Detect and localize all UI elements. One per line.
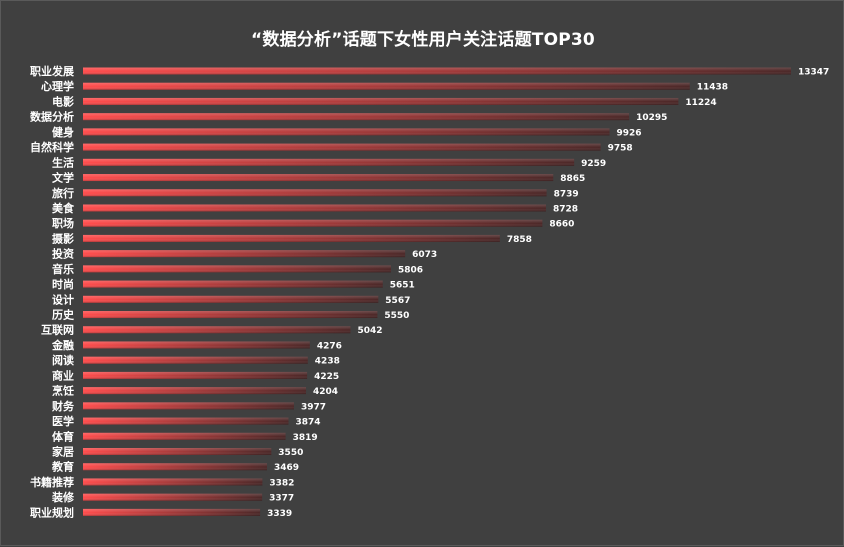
value-label: 4204 bbox=[313, 387, 338, 397]
category-label: 数据分析 bbox=[30, 110, 74, 124]
value-label: 9259 bbox=[581, 159, 606, 169]
value-label: 6073 bbox=[412, 250, 437, 260]
value-label: 5806 bbox=[398, 265, 423, 275]
value-label: 8865 bbox=[560, 174, 585, 184]
bar-shade bbox=[83, 158, 575, 166]
value-label: 3874 bbox=[296, 418, 321, 428]
value-label: 13347 bbox=[798, 68, 829, 78]
category-label: 职业发展 bbox=[30, 64, 75, 78]
bar-shade bbox=[83, 493, 263, 501]
value-label: 5567 bbox=[385, 296, 410, 306]
value-label: 5651 bbox=[390, 281, 415, 291]
value-label: 3819 bbox=[293, 433, 318, 443]
bar-shade bbox=[83, 295, 379, 303]
category-label: 书籍推荐 bbox=[30, 475, 74, 489]
value-label: 3550 bbox=[278, 448, 303, 458]
value-label: 5550 bbox=[384, 311, 409, 321]
bar-shade bbox=[83, 371, 308, 379]
bar-shade bbox=[83, 280, 383, 288]
category-label: 体育 bbox=[52, 429, 74, 443]
category-label: 装修 bbox=[51, 490, 75, 504]
bar-shade bbox=[83, 448, 272, 455]
category-label: 健身 bbox=[52, 125, 74, 139]
bar-shade bbox=[83, 432, 286, 440]
bar-shade bbox=[83, 508, 261, 516]
bar-shade bbox=[83, 82, 690, 90]
value-label: 4276 bbox=[317, 341, 342, 351]
category-label: 心理学 bbox=[41, 79, 74, 93]
bar-shade bbox=[83, 128, 610, 136]
value-label: 3339 bbox=[267, 509, 292, 519]
value-label: 3469 bbox=[274, 463, 299, 473]
value-label: 4238 bbox=[315, 357, 340, 367]
value-label: 4225 bbox=[314, 372, 339, 382]
value-label: 5042 bbox=[357, 326, 382, 336]
category-label: 商业 bbox=[52, 368, 74, 382]
category-label: 阅读 bbox=[52, 353, 74, 367]
category-label: 音乐 bbox=[52, 262, 74, 276]
category-label: 家居 bbox=[52, 445, 74, 459]
bar-shade bbox=[83, 311, 378, 319]
bar-shade bbox=[83, 463, 268, 471]
bar-shade bbox=[83, 387, 306, 395]
category-label: 金融 bbox=[51, 338, 74, 352]
value-label: 8739 bbox=[554, 189, 579, 199]
value-label: 11438 bbox=[697, 83, 728, 93]
value-label: 9758 bbox=[608, 144, 633, 154]
category-label: 自然科学 bbox=[30, 140, 74, 154]
category-label: 烹饪 bbox=[52, 384, 74, 398]
category-label: 教育 bbox=[51, 460, 74, 474]
category-label: 医学 bbox=[52, 414, 74, 428]
bar-shade bbox=[83, 219, 543, 227]
bar-shade bbox=[83, 97, 679, 105]
bar-shade bbox=[83, 113, 630, 121]
value-label: 3377 bbox=[269, 494, 294, 504]
category-label: 摄影 bbox=[52, 231, 74, 245]
category-label: 职业规划 bbox=[30, 505, 74, 519]
bar-shade bbox=[83, 402, 294, 410]
bar-shade bbox=[83, 478, 263, 486]
category-label: 投资 bbox=[52, 247, 74, 261]
value-label: 8660 bbox=[549, 220, 574, 230]
bar-shade bbox=[83, 67, 791, 75]
category-label: 生活 bbox=[52, 155, 74, 169]
value-label: 11224 bbox=[685, 98, 716, 108]
value-label: 7858 bbox=[507, 235, 532, 245]
bar-shade bbox=[83, 265, 391, 273]
category-label: 旅行 bbox=[52, 186, 74, 200]
category-label: 时尚 bbox=[52, 277, 74, 291]
bar-shade bbox=[83, 250, 406, 258]
bar-shade bbox=[83, 204, 546, 212]
bar-shade bbox=[83, 326, 351, 334]
category-label: 职场 bbox=[52, 216, 74, 230]
bar-shade bbox=[83, 234, 500, 242]
value-label: 10295 bbox=[636, 113, 667, 123]
category-label: 财务 bbox=[51, 399, 75, 413]
bar-shade bbox=[83, 417, 289, 425]
value-label: 8728 bbox=[553, 204, 578, 214]
category-label: 美食 bbox=[52, 201, 75, 215]
bar-shade bbox=[83, 356, 308, 364]
category-label: 文学 bbox=[52, 171, 74, 185]
category-label: 电影 bbox=[52, 94, 74, 108]
chart-title: “数据分析”话题下女性用户关注话题TOP30 bbox=[251, 30, 595, 50]
bar-shade bbox=[83, 143, 601, 151]
category-label: 历史 bbox=[52, 308, 75, 322]
category-label: 设计 bbox=[52, 292, 74, 306]
bar-shade bbox=[83, 189, 547, 197]
bar-shade bbox=[83, 341, 310, 349]
value-label: 3382 bbox=[269, 478, 294, 488]
value-label: 3977 bbox=[301, 402, 326, 412]
bar-shade bbox=[83, 174, 554, 182]
category-label: 互联网 bbox=[41, 323, 74, 337]
value-label: 9926 bbox=[617, 128, 642, 138]
